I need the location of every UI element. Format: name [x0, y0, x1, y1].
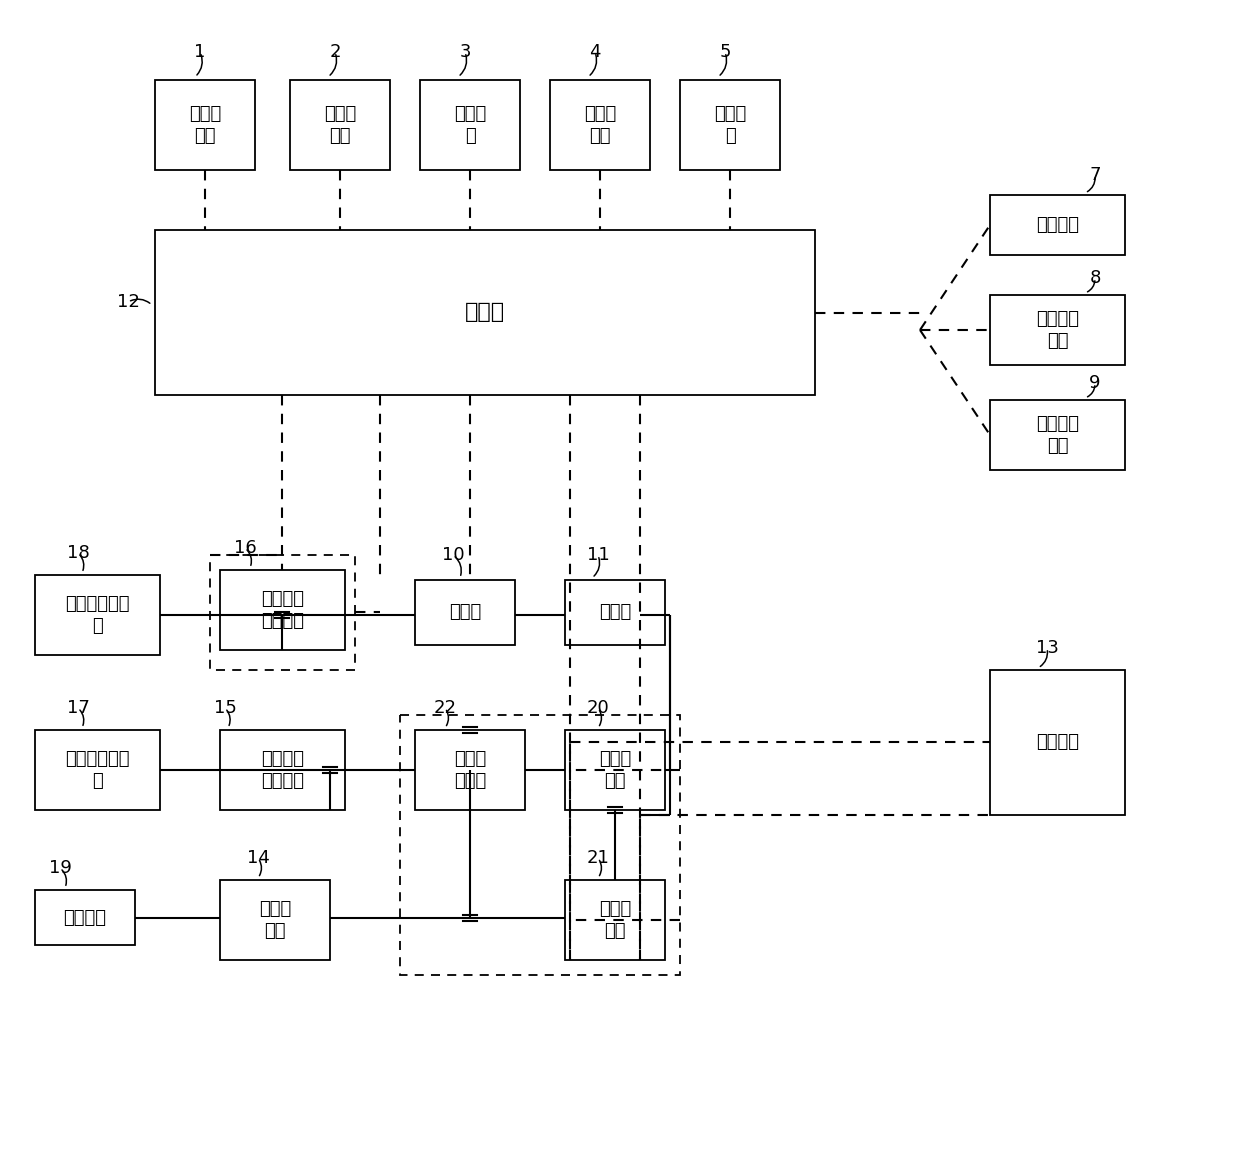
Text: 油水分
离器: 油水分 离器: [259, 900, 291, 940]
Text: 17: 17: [67, 699, 89, 717]
Bar: [565, 580, 665, 644]
Text: 22: 22: [434, 699, 456, 717]
Bar: [551, 80, 650, 170]
Text: 3: 3: [459, 43, 471, 61]
Text: 8: 8: [1089, 269, 1101, 286]
Text: 放气阀: 放气阀: [449, 604, 481, 621]
Text: 4: 4: [589, 43, 600, 61]
Text: 18: 18: [67, 544, 89, 562]
Text: 列车管压
力变送器: 列车管压 力变送器: [260, 590, 304, 631]
Text: 自检风缸: 自检风缸: [1035, 733, 1079, 752]
Bar: [990, 400, 1125, 470]
Bar: [35, 891, 135, 945]
Text: 1: 1: [195, 43, 206, 61]
Text: 自检开关: 自检开关: [1035, 216, 1079, 234]
Bar: [401, 715, 680, 975]
Text: 15: 15: [213, 699, 237, 717]
Bar: [415, 730, 525, 810]
Text: 5: 5: [719, 43, 730, 61]
Bar: [155, 230, 815, 395]
Bar: [219, 730, 345, 810]
Text: 第二调
压阀: 第二调 压阀: [599, 900, 631, 940]
Bar: [990, 670, 1125, 815]
Text: 电源开
关: 电源开 关: [454, 105, 486, 146]
Text: 14: 14: [247, 849, 269, 867]
Bar: [565, 880, 665, 960]
Text: 第一调
压阀: 第一调 压阀: [599, 750, 631, 790]
Text: 21: 21: [587, 849, 609, 867]
Text: 控制开
关: 控制开 关: [714, 105, 746, 146]
Text: 总风管
充风阀: 总风管 充风阀: [454, 750, 486, 790]
Text: 风源管路: 风源管路: [63, 909, 107, 926]
Text: 11: 11: [587, 546, 609, 564]
Text: 20: 20: [587, 699, 609, 717]
Bar: [420, 80, 520, 170]
Bar: [155, 80, 255, 170]
Text: 16: 16: [233, 539, 257, 557]
Bar: [680, 80, 780, 170]
Text: 列车管连接管
路: 列车管连接管 路: [66, 595, 130, 635]
Text: 7: 7: [1089, 166, 1101, 184]
Bar: [290, 80, 391, 170]
Text: 13: 13: [1035, 639, 1059, 657]
Bar: [415, 580, 515, 644]
Text: 总风管压
力变送器: 总风管压 力变送器: [260, 750, 304, 790]
Bar: [35, 575, 160, 655]
Bar: [35, 730, 160, 810]
Text: 电源输入
插口: 电源输入 插口: [1035, 415, 1079, 455]
Bar: [990, 295, 1125, 365]
Bar: [219, 880, 330, 960]
Text: 10: 10: [441, 546, 464, 564]
Bar: [219, 571, 345, 650]
Text: 电源指
示灯: 电源指 示灯: [324, 105, 356, 146]
Text: 2: 2: [330, 43, 341, 61]
Bar: [990, 195, 1125, 255]
Text: 总风管连接管
路: 总风管连接管 路: [66, 750, 130, 790]
Text: 19: 19: [48, 859, 72, 877]
Bar: [565, 730, 665, 810]
Text: 接线板: 接线板: [465, 303, 505, 322]
Text: 12: 12: [117, 293, 139, 311]
Text: 压力数据
接口: 压力数据 接口: [1035, 310, 1079, 350]
Text: 开关指
示灯: 开关指 示灯: [584, 105, 616, 146]
Bar: [210, 556, 355, 670]
Text: 充气阀: 充气阀: [599, 604, 631, 621]
Text: 9: 9: [1089, 374, 1101, 392]
Text: 压力数
显表: 压力数 显表: [188, 105, 221, 146]
